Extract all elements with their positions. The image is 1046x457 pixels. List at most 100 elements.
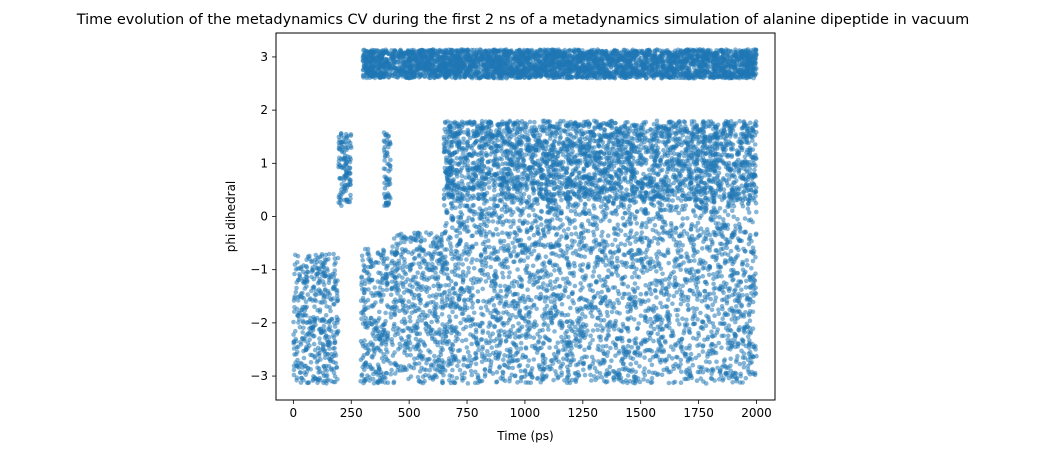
data-point: [589, 378, 594, 383]
data-point: [410, 302, 415, 307]
data-point: [348, 182, 353, 187]
data-point: [333, 278, 338, 284]
data-point: [447, 319, 452, 325]
data-point: [473, 224, 479, 230]
data-point: [634, 258, 639, 263]
data-point: [296, 277, 301, 283]
data-point: [366, 342, 371, 348]
data-point: [667, 281, 672, 286]
data-point: [335, 330, 340, 336]
data-point: [720, 224, 726, 230]
data-point: [300, 312, 306, 318]
data-point: [602, 202, 607, 207]
data-point: [554, 231, 560, 237]
data-point: [392, 361, 397, 367]
data-point: [417, 245, 423, 251]
data-point: [444, 260, 449, 265]
data-point: [348, 133, 354, 138]
data-point: [506, 312, 511, 317]
data-point: [506, 274, 512, 280]
data-point: [546, 337, 552, 343]
data-point: [511, 292, 516, 298]
data-point: [507, 219, 512, 224]
data-point: [686, 306, 692, 312]
data-point: [589, 303, 595, 308]
data-point: [626, 207, 631, 212]
data-point: [433, 372, 438, 378]
data-point: [310, 327, 316, 333]
data-point: [697, 369, 702, 375]
data-point: [632, 337, 637, 343]
data-point: [595, 327, 600, 333]
data-point: [642, 355, 647, 360]
data-point: [695, 279, 701, 285]
data-point: [490, 314, 496, 320]
data-point: [484, 223, 490, 229]
data-point: [442, 303, 448, 309]
data-point: [464, 345, 470, 350]
data-point: [753, 254, 758, 260]
data-point: [470, 293, 476, 298]
data-point: [592, 265, 598, 270]
data-point: [382, 185, 388, 191]
data-point: [308, 296, 313, 301]
data-point: [689, 275, 695, 280]
data-point: [467, 289, 472, 295]
data-point: [477, 206, 483, 211]
data-point: [416, 292, 422, 298]
data-point: [303, 271, 309, 277]
data-point: [319, 253, 325, 259]
data-point: [591, 229, 596, 235]
data-point: [501, 320, 506, 326]
data-point: [625, 373, 631, 378]
data-point: [658, 334, 664, 340]
data-point: [502, 265, 508, 270]
data-point: [452, 326, 457, 331]
data-point: [687, 373, 692, 379]
data-point: [650, 354, 656, 360]
data-point: [326, 290, 331, 296]
data-point: [628, 355, 633, 361]
data-point: [690, 362, 696, 368]
data-point: [649, 202, 655, 207]
data-point: [424, 322, 429, 327]
data-point: [386, 182, 391, 188]
data-point: [541, 377, 546, 382]
data-point: [425, 313, 431, 319]
data-point: [605, 303, 610, 309]
data-point: [385, 161, 390, 167]
data-point: [525, 255, 531, 260]
data-point: [455, 363, 460, 369]
data-point: [525, 328, 530, 333]
data-point: [407, 268, 413, 273]
data-point: [425, 277, 430, 283]
data-points: [291, 47, 759, 386]
data-point: [582, 372, 588, 378]
data-point: [505, 243, 511, 248]
data-point: [444, 267, 450, 272]
data-point: [633, 360, 639, 366]
data-point: [360, 321, 366, 326]
data-point: [551, 377, 556, 383]
data-point: [595, 254, 601, 260]
data-point: [433, 265, 439, 271]
data-point: [361, 263, 367, 268]
data-point: [478, 337, 484, 343]
data-point: [319, 330, 325, 335]
data-point: [496, 329, 501, 334]
data-point: [487, 320, 492, 326]
data-point: [491, 303, 497, 308]
data-point: [751, 273, 756, 279]
data-point: [448, 244, 454, 250]
data-point: [473, 327, 479, 333]
data-point: [751, 248, 757, 254]
data-point: [512, 279, 517, 284]
data-point: [384, 150, 390, 155]
data-point: [573, 212, 579, 217]
data-point: [302, 308, 308, 314]
data-point: [586, 261, 591, 267]
data-point: [495, 203, 500, 209]
data-point: [367, 321, 373, 326]
data-point: [678, 369, 684, 375]
data-point: [690, 316, 695, 322]
